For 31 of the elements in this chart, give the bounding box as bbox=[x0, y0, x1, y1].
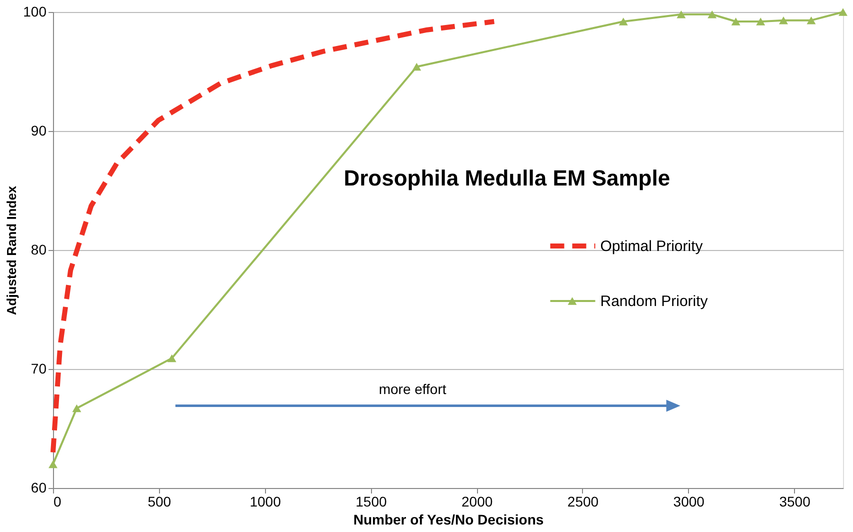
y-axis-title: Adjusted Rand Index bbox=[4, 185, 20, 316]
point bbox=[618, 18, 628, 26]
x-axis-title: Number of Yes/No Decisions bbox=[353, 512, 544, 528]
annotation: more effort bbox=[378, 381, 446, 397]
text: Drosophila Medulla EM Sample bbox=[344, 166, 670, 190]
x-tick-label: 500 bbox=[148, 494, 172, 510]
y-tick-label: 90 bbox=[30, 122, 47, 138]
x-tick-label: 2500 bbox=[567, 494, 599, 510]
point bbox=[731, 18, 740, 26]
y-tick-label: 100 bbox=[23, 4, 47, 20]
point bbox=[838, 8, 848, 16]
point bbox=[806, 16, 816, 24]
point bbox=[412, 62, 422, 71]
x-tick-label: 1000 bbox=[250, 494, 282, 510]
legend-label: Optimal Priority bbox=[600, 238, 704, 255]
y-tick-label: 60 bbox=[30, 480, 47, 496]
y-tick-label: 80 bbox=[30, 242, 47, 258]
point bbox=[48, 460, 58, 468]
point bbox=[779, 16, 788, 24]
point bbox=[167, 354, 176, 362]
x-tick-label: 0 bbox=[54, 494, 62, 510]
point bbox=[708, 10, 717, 18]
x-tick-label: 2000 bbox=[462, 494, 493, 510]
x-tick-label: 1500 bbox=[356, 494, 387, 510]
point bbox=[72, 404, 82, 412]
x-tick-label: 3500 bbox=[779, 494, 811, 510]
y-tick-label: 70 bbox=[30, 360, 47, 376]
point bbox=[676, 10, 686, 18]
point bbox=[756, 18, 766, 26]
legend-label: Random Priority bbox=[600, 293, 708, 310]
x-tick-label: 3000 bbox=[673, 494, 705, 510]
